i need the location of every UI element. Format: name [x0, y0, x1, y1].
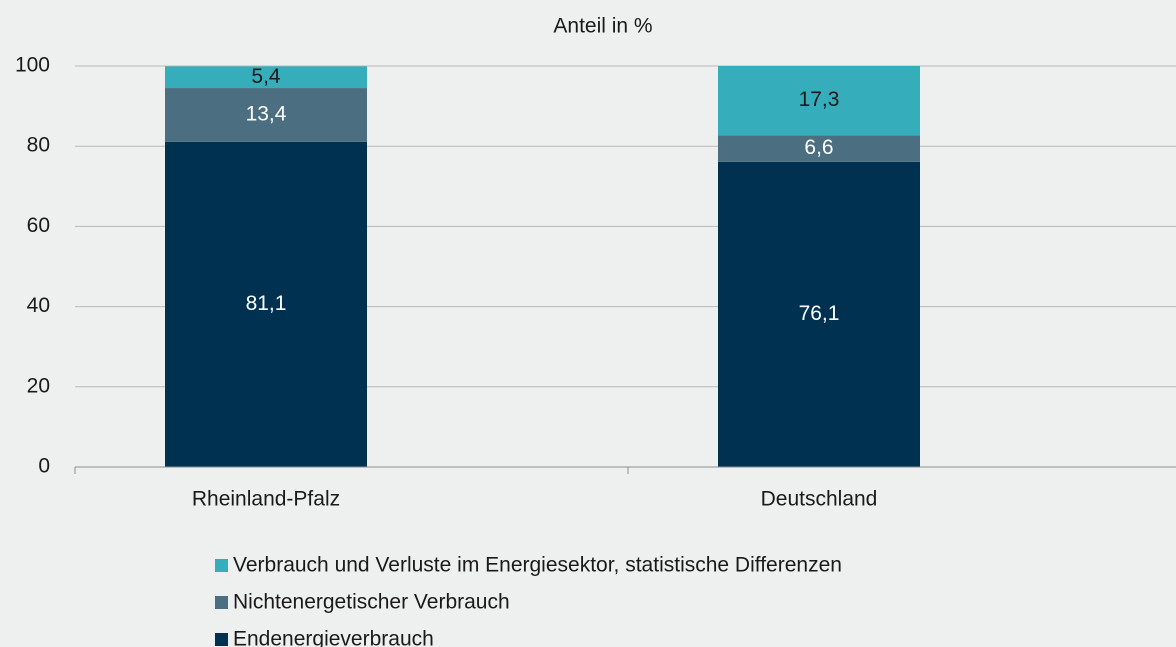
bar-segment	[165, 66, 367, 89]
chart-title: Anteil in %	[553, 15, 652, 38]
data-label: 17,3	[799, 88, 840, 111]
data-label: 81,1	[246, 292, 287, 315]
x-tick-label: Rheinland-Pfalz	[192, 488, 340, 511]
bar-segment	[718, 135, 920, 162]
bar-segment	[165, 141, 367, 467]
bar-segment	[718, 66, 920, 136]
x-tick-label: Deutschland	[761, 488, 878, 511]
bar-segment	[165, 88, 367, 142]
y-tick-label: 60	[27, 214, 50, 237]
data-label: 6,6	[804, 136, 833, 159]
data-label: 13,4	[246, 102, 287, 125]
legend-swatch	[215, 633, 228, 646]
legend-label: Nichtenergetischer Verbrauch	[233, 591, 510, 614]
y-tick-label: 100	[15, 54, 50, 77]
y-tick-label: 0	[38, 455, 50, 478]
data-label: 76,1	[799, 302, 840, 325]
legend-swatch	[215, 596, 228, 609]
data-label: 5,4	[251, 65, 281, 88]
legend-swatch	[215, 559, 228, 572]
y-tick-label: 80	[27, 134, 50, 157]
legend-label: Endenergieverbrauch	[233, 628, 434, 647]
bar-segment	[718, 161, 920, 468]
y-tick-label: 40	[27, 294, 50, 317]
y-tick-label: 20	[27, 374, 50, 397]
legend-label: Verbrauch und Verluste im Energiesektor,…	[233, 554, 842, 577]
